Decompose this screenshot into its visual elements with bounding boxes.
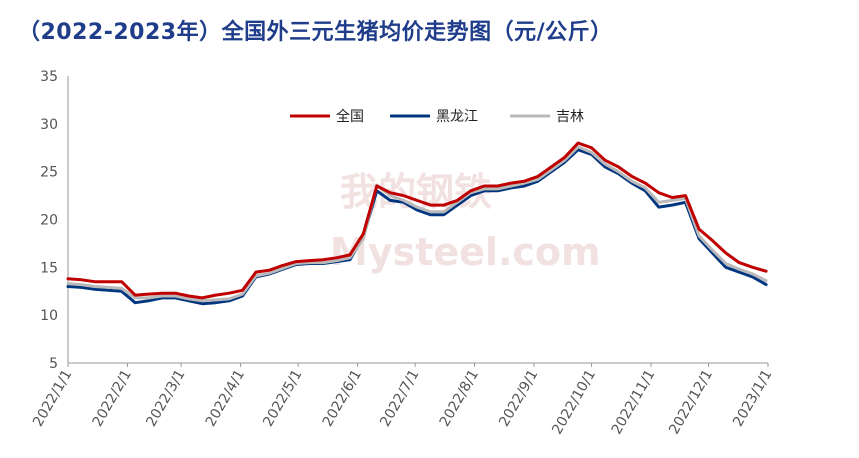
x-tick-label: 2022/8/1: [437, 367, 482, 429]
x-tick-label: 2022/7/1: [377, 367, 422, 429]
legend-label: 吉林: [556, 109, 584, 125]
y-tick-label: 30: [40, 117, 58, 133]
svg-text:Mysteel.com: Mysteel.com: [330, 230, 601, 274]
x-tick-label: 2023/1/1: [730, 367, 775, 429]
series-line-1: [66, 141, 768, 300]
x-tick-label: 2022/2/1: [90, 367, 135, 429]
y-tick-label: 15: [40, 260, 58, 276]
x-tick-label: 2022/11/1: [609, 367, 659, 437]
legend-label: 全国: [336, 108, 364, 125]
y-tick-label: 35: [40, 69, 58, 85]
series-layer: [66, 141, 768, 306]
legend: 全国 黑龙江 吉林: [290, 108, 584, 125]
y-tick-label: 25: [40, 165, 58, 181]
watermark: 我的钢铁 Mysteel.com: [330, 170, 601, 274]
x-tick-label: 2022/9/1: [496, 367, 541, 429]
x-tick-label: 2022/1/1: [30, 367, 75, 429]
y-tick-label: 20: [40, 213, 58, 229]
x-tick-label: 2022/10/1: [549, 367, 599, 437]
y-tick-label: 5: [49, 356, 58, 372]
y-tick-label: 10: [40, 308, 58, 324]
legend-label: 黑龙江: [436, 109, 478, 125]
series-line-3: [66, 145, 768, 303]
series-line-2: [66, 148, 768, 306]
chart-title: （2022-2023年）全国外三元生猪均价走势图（元/公斤）: [18, 20, 613, 45]
x-tick-label: 2022/4/1: [203, 367, 248, 429]
x-tick-label: 2022/3/1: [143, 367, 188, 429]
x-tick-label: 2022/5/1: [260, 367, 305, 429]
x-tick-label: 2022/6/1: [320, 367, 365, 429]
x-tick-label: 2022/12/1: [666, 367, 716, 437]
